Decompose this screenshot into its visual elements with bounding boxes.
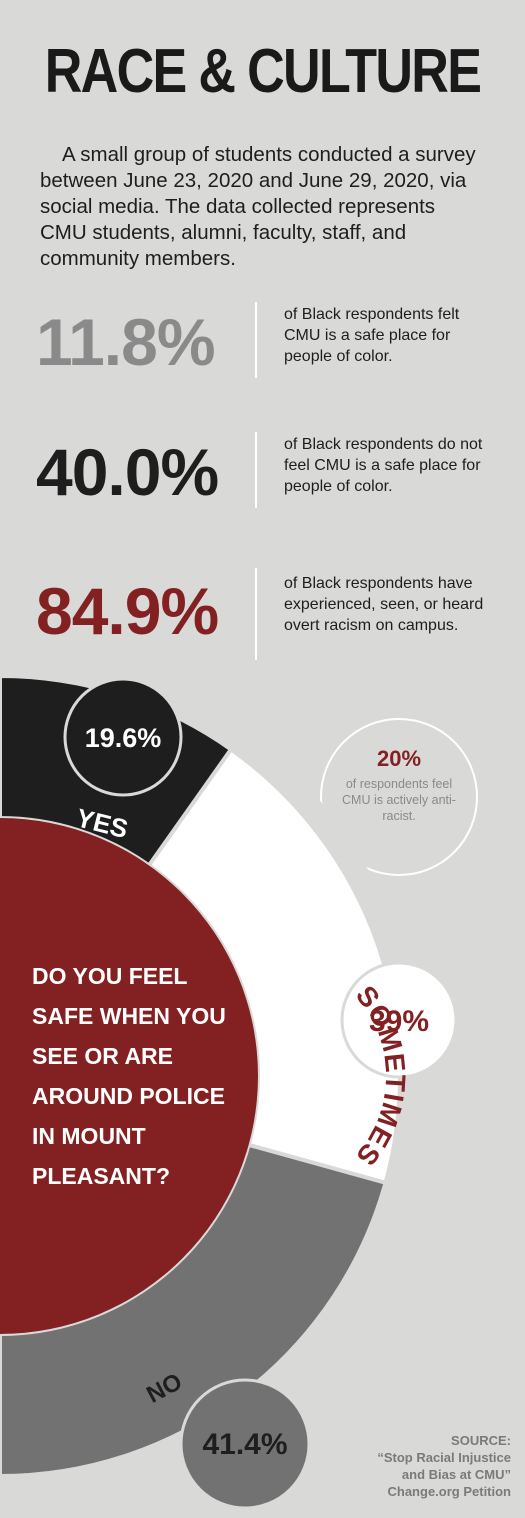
source-line-3: Change.org Petition bbox=[387, 1484, 512, 1499]
stat-divider bbox=[255, 432, 257, 508]
yes-value-bubble bbox=[63, 677, 183, 797]
chart-question: DO YOU FEEL SAFE WHEN YOU SEE OR ARE ARO… bbox=[32, 963, 226, 1189]
stat-divider bbox=[255, 568, 257, 660]
stat-divider bbox=[255, 302, 257, 378]
no-value-label: 41.4% bbox=[202, 1428, 287, 1461]
stat-value-racism: 84.9% bbox=[36, 574, 219, 648]
sometimes-value-bubble bbox=[340, 961, 458, 1079]
source-line-2: and Bias at CMU” bbox=[401, 1467, 511, 1482]
callout-value: 20% bbox=[376, 746, 422, 771]
stat-description-not-safe: of Black respondents do not feel CMU is … bbox=[284, 436, 483, 495]
callout-text: of respondents feel CMU is actively anti… bbox=[342, 777, 456, 823]
slice-sometimes bbox=[146, 746, 402, 1186]
stat-description-safe: of Black respondents felt CMU is a safe … bbox=[284, 306, 460, 365]
page-title: RACE & CULTURE bbox=[44, 37, 482, 106]
stat-value-not-safe: 40.0% bbox=[36, 435, 219, 509]
intro-paragraph: A small group of students conducted a su… bbox=[40, 143, 476, 270]
yes-value-label: 19.6% bbox=[85, 723, 162, 753]
source-line-1: “Stop Racial Injustice bbox=[377, 1450, 511, 1465]
stat-description-racism: of Black respondents have experienced, s… bbox=[284, 575, 484, 634]
anti-racist-callout: 20% of respondents feel CMU is actively … bbox=[320, 718, 478, 876]
source-label: SOURCE: bbox=[451, 1433, 511, 1448]
sometimes-value-label: 39% bbox=[369, 1005, 429, 1038]
stat-value-safe: 11.8% bbox=[36, 305, 215, 379]
source-credit: SOURCE: “Stop Racial Injustice and Bias … bbox=[351, 1432, 511, 1500]
question-disc bbox=[0, 818, 258, 1334]
no-value-bubble bbox=[179, 1378, 311, 1510]
